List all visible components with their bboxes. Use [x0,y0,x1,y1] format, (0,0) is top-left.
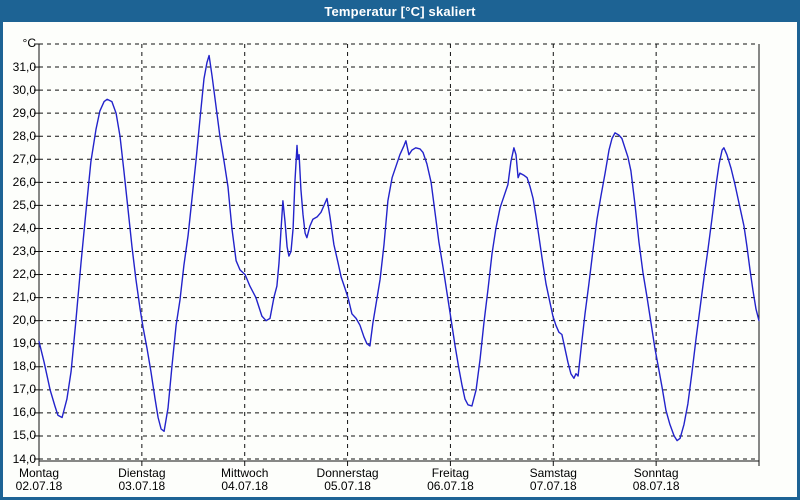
y-axis-tick-label: 25,0 [12,197,36,212]
weekday-label: Freitag [431,466,470,480]
date-label: 06.07.18 [427,479,474,493]
y-axis-tick-label: 24,0 [12,220,36,235]
weekday-label: Samstag [529,466,577,480]
chart-area: °C 31,0 30,0 29,0 28,0 27,0 26,0 25,0 24,0 23,0 2… [3,22,797,497]
y-axis-tick-label: 23,0 [12,244,36,258]
date-label: 03.07.18 [118,479,166,493]
y-axis-tick-label: 30,0 [12,82,36,97]
y-axis-tick-label: 27,0 [12,151,36,166]
temperature-chart-canvas [34,43,760,466]
y-axis-unit-label: °C [22,36,36,50]
y-axis-tick-label: 22,0 [12,267,36,282]
y-axis-tick-label: 31,0 [12,59,36,74]
y-axis-tick-label: 16,0 [12,405,36,420]
y-axis-tick-label: 15,0 [12,428,36,443]
y-axis-tick-label: 26,0 [12,174,36,189]
weekday-label: Mittwoch [221,466,269,480]
temperature-line [38,54,760,442]
weekday-label: Donnerstag [316,466,379,480]
date-label: 02.07.18 [15,479,63,493]
y-axis-tick-label: 14,0 [12,451,36,466]
date-label: 04.07.18 [221,479,269,493]
weekday-label: Dienstag [118,466,166,480]
y-axis-tick-label: 19,0 [12,336,36,351]
window-title: Temperatur [°C] skaliert [324,3,476,19]
y-axis-tick-label: 28,0 [12,128,36,143]
y-axis-tick-label: 21,0 [12,290,36,305]
weekday-label: Montag [18,466,60,480]
date-label: 08.07.18 [632,479,680,493]
y-axis-tick-label: 17,0 [12,382,36,397]
date-label: 07.07.18 [529,479,577,493]
weekday-label: Sonntag [633,466,679,480]
y-axis-tick-label: 18,0 [12,359,36,374]
y-axis-tick-label: 29,0 [12,105,36,120]
title-bar: Temperatur [°C] skaliert [0,0,800,22]
date-label: 05.07.18 [324,479,371,493]
y-axis-tick-label: 20,0 [12,313,36,328]
